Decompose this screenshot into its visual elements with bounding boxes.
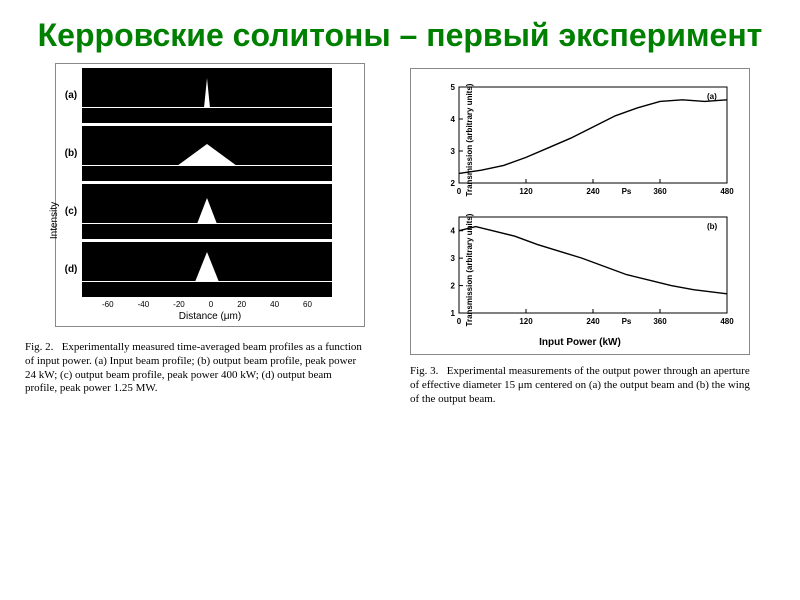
caption-text: Experimentally measured time-averaged be… xyxy=(25,341,362,394)
svg-text:Ps: Ps xyxy=(622,317,632,326)
svg-text:120: 120 xyxy=(519,187,533,196)
panel-label: (a) xyxy=(60,90,82,101)
svg-text:360: 360 xyxy=(653,187,667,196)
caption-prefix: Fig. 2. xyxy=(25,341,53,353)
right-column: Transmission (arbitrary units) 234501202… xyxy=(410,63,775,590)
chart-xlabel: Input Power (kW) xyxy=(417,337,743,348)
svg-text:360: 360 xyxy=(653,317,667,326)
panel-label: (d) xyxy=(60,264,82,275)
chart-b-ylabel: Transmission (arbitrary units) xyxy=(465,214,474,327)
svg-text:0: 0 xyxy=(457,187,462,196)
svg-text:480: 480 xyxy=(720,187,734,196)
beam-image-a xyxy=(82,68,332,123)
distance-axis-label: Distance (μm) xyxy=(60,311,360,322)
svg-text:4: 4 xyxy=(451,227,456,236)
intensity-axis-label: Intensity xyxy=(49,202,60,239)
content-area: Intensity (a) (b) (c) xyxy=(0,63,800,600)
svg-text:3: 3 xyxy=(451,147,456,156)
panel-label: (c) xyxy=(60,206,82,217)
transmission-figure: Transmission (arbitrary units) 234501202… xyxy=(410,68,750,355)
panel-a: (a) xyxy=(60,68,360,123)
panel-label: (b) xyxy=(60,148,82,159)
svg-text:Ps: Ps xyxy=(622,187,632,196)
left-column: Intensity (a) (b) (c) xyxy=(25,63,390,590)
svg-text:2: 2 xyxy=(451,282,456,291)
beam-image-c xyxy=(82,184,332,239)
chart-a-ylabel: Transmission (arbitrary units) xyxy=(465,84,474,197)
beam-image-b xyxy=(82,126,332,181)
svg-text:0: 0 xyxy=(457,317,462,326)
beam-profile-figure: Intensity (a) (b) (c) xyxy=(55,63,365,327)
caption-text: Experimental measurements of the output … xyxy=(410,365,750,405)
svg-text:4: 4 xyxy=(451,115,456,124)
panel-d: (d) xyxy=(60,242,360,297)
svg-text:240: 240 xyxy=(586,187,600,196)
svg-text:240: 240 xyxy=(586,317,600,326)
caption-prefix: Fig. 3. xyxy=(410,365,438,377)
slide-title: Керровские солитоны – первый эксперимент xyxy=(0,0,800,63)
svg-text:5: 5 xyxy=(451,83,456,92)
beam-image-d xyxy=(82,242,332,297)
svg-text:(b): (b) xyxy=(707,222,718,231)
svg-text:120: 120 xyxy=(519,317,533,326)
chart-a: Transmission (arbitrary units) 2 3 4 5 0 120 2… xyxy=(417,75,737,205)
chart-b: Transmission (arbitrary units) 1 2 3 4 0 120 2… xyxy=(417,205,737,335)
panel-b: (b) xyxy=(60,126,360,181)
svg-text:3: 3 xyxy=(451,254,456,263)
svg-text:(a): (a) xyxy=(707,92,717,101)
svg-text:2: 2 xyxy=(451,179,456,188)
fig3-caption: Fig. 3. Experimental measurements of the… xyxy=(410,365,750,406)
panel-c: (c) xyxy=(60,184,360,239)
svg-text:480: 480 xyxy=(720,317,734,326)
distance-ticks: -60-40-200204060 xyxy=(82,300,332,309)
fig2-caption: Fig. 2. Experimentally measured time-ave… xyxy=(25,341,365,396)
svg-text:1: 1 xyxy=(451,309,456,318)
